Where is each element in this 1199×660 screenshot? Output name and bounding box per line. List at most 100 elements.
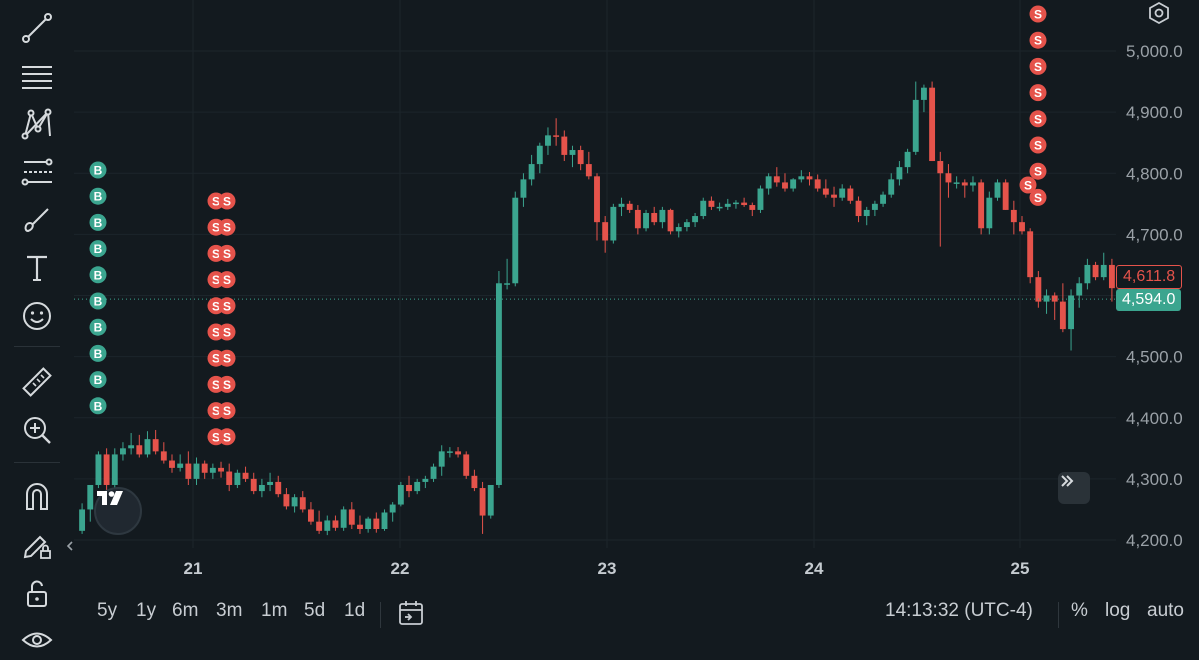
candle-body <box>863 209 870 217</box>
candle-body <box>594 176 600 223</box>
brush-icon[interactable] <box>14 200 60 240</box>
candle-body <box>839 188 846 198</box>
ruler-icon[interactable] <box>14 362 60 402</box>
candle-body <box>1043 295 1050 302</box>
candle-body <box>283 494 290 507</box>
candle-body <box>160 451 167 461</box>
timeframe-5y[interactable]: 5y <box>97 600 118 621</box>
candle-body <box>659 209 666 223</box>
candle-body <box>692 216 699 223</box>
lock-drawing-icon[interactable] <box>14 524 60 564</box>
tradingview-logo[interactable] <box>94 487 142 535</box>
sell-marker-label: S <box>223 221 231 235</box>
candle-body <box>340 509 347 528</box>
timeframe-5d[interactable]: 5d <box>304 600 326 621</box>
y-axis-tick-label: 4,500.0 <box>1126 348 1183 367</box>
trend-line-icon[interactable] <box>14 8 60 48</box>
candle-body <box>986 197 993 229</box>
sell-marker-label: S <box>223 195 231 209</box>
y-axis-tick-label: 4,300.0 <box>1126 470 1183 489</box>
candle-body <box>267 481 274 485</box>
candle-body <box>1010 209 1017 223</box>
timeframe-1d[interactable]: 1d <box>344 600 366 621</box>
candle-body <box>1092 264 1099 278</box>
candle-body <box>1035 277 1042 302</box>
candle-body <box>365 518 372 529</box>
sell-marker <box>218 297 236 315</box>
buy-marker-label: B <box>94 216 103 230</box>
sell-marker <box>1029 84 1047 102</box>
candle-body <box>888 179 895 195</box>
candle-body <box>896 167 903 180</box>
sell-marker-label: S <box>212 326 220 340</box>
candle-body <box>945 173 952 183</box>
log-toggle[interactable]: log <box>1105 600 1131 621</box>
sell-marker-label: S <box>212 247 220 261</box>
candle-body <box>128 445 135 449</box>
buy-marker-label: B <box>94 373 103 387</box>
sell-marker <box>218 323 236 341</box>
buy-marker <box>89 213 107 231</box>
sell-marker <box>1029 188 1047 206</box>
buy-marker-label: B <box>94 321 103 335</box>
timeframe-1m[interactable]: 1m <box>261 600 288 621</box>
candle-body <box>871 203 878 210</box>
candle-body <box>430 466 437 479</box>
candle-body <box>87 484 94 510</box>
candle-body <box>177 463 184 468</box>
eye-icon[interactable] <box>14 620 60 660</box>
chart-canvas[interactable]: 5,000.0 4,900.0 4,800.0 4,700.0 4,500.0 4,400… <box>74 0 1199 588</box>
sell-marker-label: S <box>212 430 220 444</box>
candle-body <box>258 484 265 492</box>
x-axis-tick-label: 23 <box>598 559 617 578</box>
buy-marker <box>89 266 107 284</box>
x-axis-tick-label: 25 <box>1011 559 1030 578</box>
timeframe-1y[interactable]: 1y <box>136 600 157 621</box>
sell-marker <box>218 402 236 420</box>
candle-body <box>414 481 421 492</box>
sell-marker-label: S <box>1034 191 1042 205</box>
magnet-icon[interactable] <box>14 476 60 516</box>
horizontal-lines-icon[interactable] <box>14 56 60 96</box>
emoji-icon[interactable] <box>14 296 60 336</box>
sell-marker <box>218 375 236 393</box>
sell-marker-label: S <box>212 273 220 287</box>
candle-body <box>201 463 208 473</box>
candle-body <box>937 161 944 174</box>
timeframe-3m[interactable]: 3m <box>216 600 243 621</box>
auto-toggle[interactable]: auto <box>1147 600 1184 621</box>
y-axis-tick-label: 4,800.0 <box>1126 164 1183 183</box>
percent-toggle[interactable]: % <box>1071 600 1088 621</box>
timeframe-6m[interactable]: 6m <box>172 600 199 621</box>
go-to-date-icon[interactable] <box>396 599 426 627</box>
candle-body <box>512 197 519 284</box>
buy-marker-label: B <box>94 347 103 361</box>
candle-body <box>348 509 355 525</box>
buy-marker <box>89 187 107 205</box>
candle-body <box>471 475 478 489</box>
candle-body <box>357 524 363 529</box>
unlock-icon[interactable] <box>14 574 60 614</box>
zoom-in-icon[interactable] <box>14 410 60 450</box>
sell-marker <box>1029 31 1047 49</box>
chart-settings-icon[interactable] <box>1146 0 1172 26</box>
clock-timezone[interactable]: 14:13:32 (UTC-4) <box>885 600 1033 621</box>
pattern-icon[interactable] <box>14 104 60 144</box>
scroll-to-realtime-button[interactable] <box>1058 472 1090 504</box>
sell-marker-label: S <box>223 352 231 366</box>
candle-body <box>855 200 862 217</box>
candle-body <box>741 202 748 206</box>
candle-body <box>438 451 445 467</box>
candle-body <box>234 472 241 485</box>
candle-body <box>994 182 1001 198</box>
fib-retracement-icon[interactable] <box>14 152 60 192</box>
candle-body <box>970 182 976 186</box>
candle-body <box>790 179 797 189</box>
candle-body <box>961 182 968 186</box>
candle-body <box>929 87 936 162</box>
chevron-left-icon[interactable] <box>64 536 76 556</box>
y-axis-tick-label: 4,900.0 <box>1126 103 1183 122</box>
text-icon[interactable] <box>14 248 60 288</box>
x-axis-tick-label: 24 <box>805 559 824 578</box>
price-chart[interactable]: 5,000.0 4,900.0 4,800.0 4,700.0 4,500.0 4,400… <box>74 0 1199 640</box>
